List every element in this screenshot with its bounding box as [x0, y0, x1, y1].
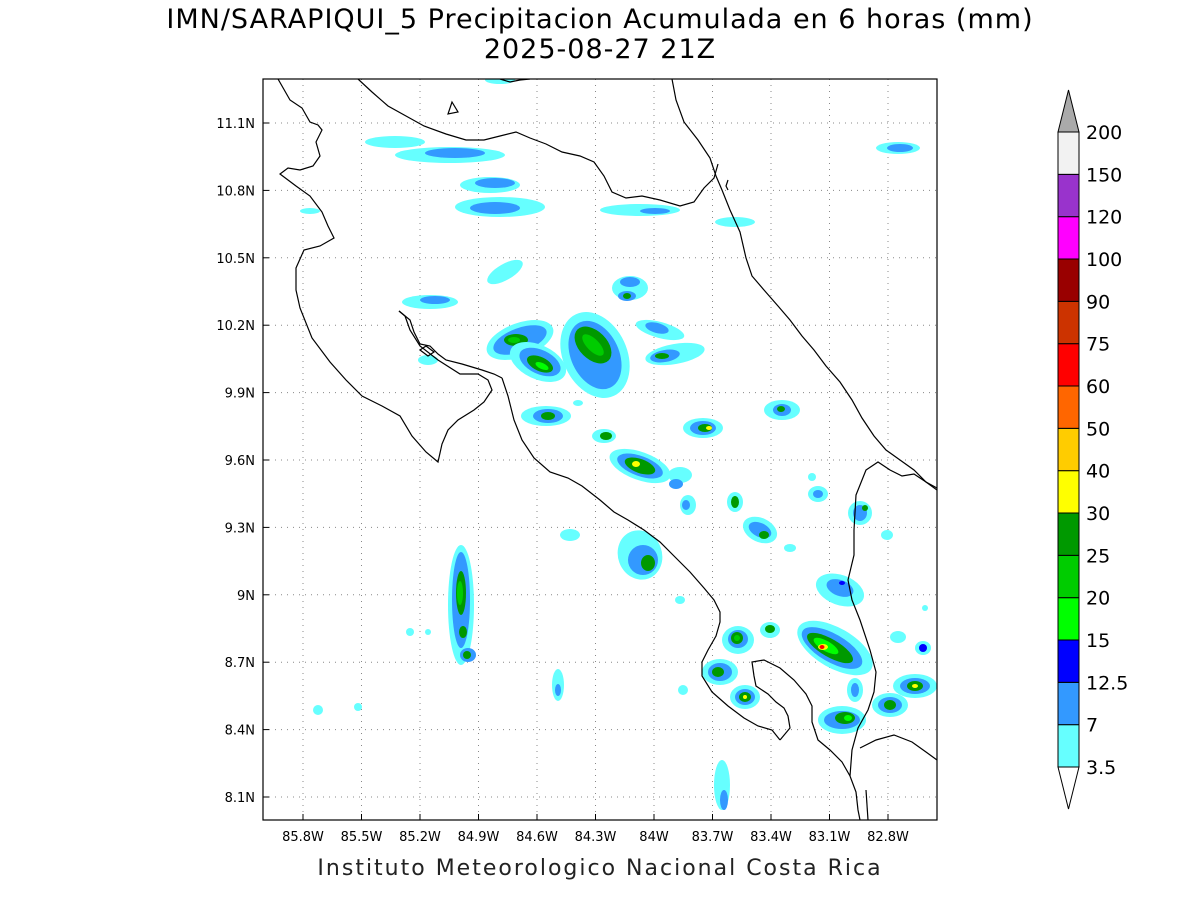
colorbar-swatch [1057, 131, 1080, 175]
map-datetime: 2025-08-27 21Z [483, 34, 717, 65]
colorbar-label: 75 [1086, 334, 1110, 356]
colorbar-label: 50 [1086, 418, 1110, 440]
colorbar-swatch [1057, 470, 1080, 514]
colorbar-label: 150 [1086, 164, 1122, 186]
rain-cell [300, 79, 920, 715]
colorbar-swatch [1057, 554, 1080, 599]
colorbar-swatch [1057, 639, 1080, 683]
lon-tick-label: 83.4W [750, 830, 792, 845]
colorbar-swatch [1057, 681, 1080, 726]
lon-tick-label: 82.8W [867, 830, 909, 845]
colorbar-label: 30 [1086, 503, 1110, 525]
rain-cell [448, 276, 893, 701]
colorbar-label: 60 [1086, 376, 1110, 398]
rain-cell [678, 573, 937, 810]
lat-tick-label: 9N [237, 589, 255, 604]
colorbar-swatch [1057, 427, 1080, 472]
colorbar-label: 20 [1086, 588, 1110, 610]
lat-tick-label: 10.5N [216, 252, 255, 267]
lat-tick-label: 9.9N [225, 387, 255, 402]
map-title: IMN/SARAPIQUI_5 Precipitacion Acumulada … [166, 4, 1034, 35]
lon-tick-label: 84W [639, 830, 669, 845]
precipitation-field [300, 79, 937, 810]
colorbar-label: 200 [1086, 122, 1122, 144]
lon-tick-label: 84.3W [575, 830, 617, 845]
colorbar-label: 25 [1086, 545, 1110, 567]
colorbar-label: 40 [1086, 461, 1110, 483]
lat-tick-label: 8.7N [225, 656, 255, 671]
lon-tick-label: 83.1W [809, 830, 851, 845]
colorbar-swatch [1057, 724, 1080, 768]
colorbar-label: 90 [1086, 291, 1110, 313]
colorbar-legend: 3.5 7 12.5 15 20 25 30 40 50 60 75 90 100 120 150 200 [1057, 89, 1128, 810]
lon-tick-label: 84.9W [458, 830, 500, 845]
plot-frame [262, 78, 938, 821]
colorbar-label: 3.5 [1086, 757, 1116, 779]
lat-tick-label: 9.3N [225, 521, 255, 536]
longitude-axis: 85.8W 85.5W 85.2W 84.9W 84.6W 84.3W 84W 83.7W 83… [282, 814, 909, 845]
latitude-axis: 8.1N 8.4N 8.7N 9N 9.3N 9.6N 9.9N 10.2N 10.5N 10.8… [216, 117, 269, 806]
lat-tick-label: 9.6N [225, 454, 255, 469]
colorbar-lower-arrow [1057, 766, 1080, 810]
lat-tick-label: 11.1N [216, 117, 255, 132]
colorbar-swatch [1057, 385, 1080, 429]
colorbar-swatch [1057, 512, 1080, 556]
lon-tick-label: 85.2W [399, 830, 441, 845]
lon-tick-label: 85.8W [282, 830, 324, 845]
lon-tick-label: 83.7W [692, 830, 734, 845]
institution-footer: Instituto Meteorologico Nacional Costa R… [317, 856, 883, 881]
colorbar-swatch [1057, 258, 1080, 302]
lon-tick-label: 84.6W [516, 830, 558, 845]
colorbar-label: 120 [1086, 207, 1122, 229]
colorbar-label: 7 [1086, 715, 1098, 737]
lat-tick-label: 8.1N [225, 791, 255, 806]
colorbar-swatch [1057, 597, 1080, 641]
colorbar-swatch [1057, 173, 1080, 218]
colorbar-label: 15 [1086, 630, 1110, 652]
lat-tick-label: 10.8N [216, 184, 255, 199]
lat-tick-label: 10.2N [216, 319, 255, 334]
colorbar-swatch [1057, 300, 1080, 345]
colorbar-label: 12.5 [1086, 672, 1128, 694]
coastline [277, 79, 937, 820]
colorbar-swatch [1057, 343, 1080, 387]
lat-tick-label: 8.4N [225, 724, 255, 739]
lon-tick-label: 85.5W [341, 830, 383, 845]
colorbar-swatch [1057, 216, 1080, 260]
colorbar-label: 100 [1086, 249, 1122, 271]
colorbar-upper-arrow [1057, 89, 1080, 133]
